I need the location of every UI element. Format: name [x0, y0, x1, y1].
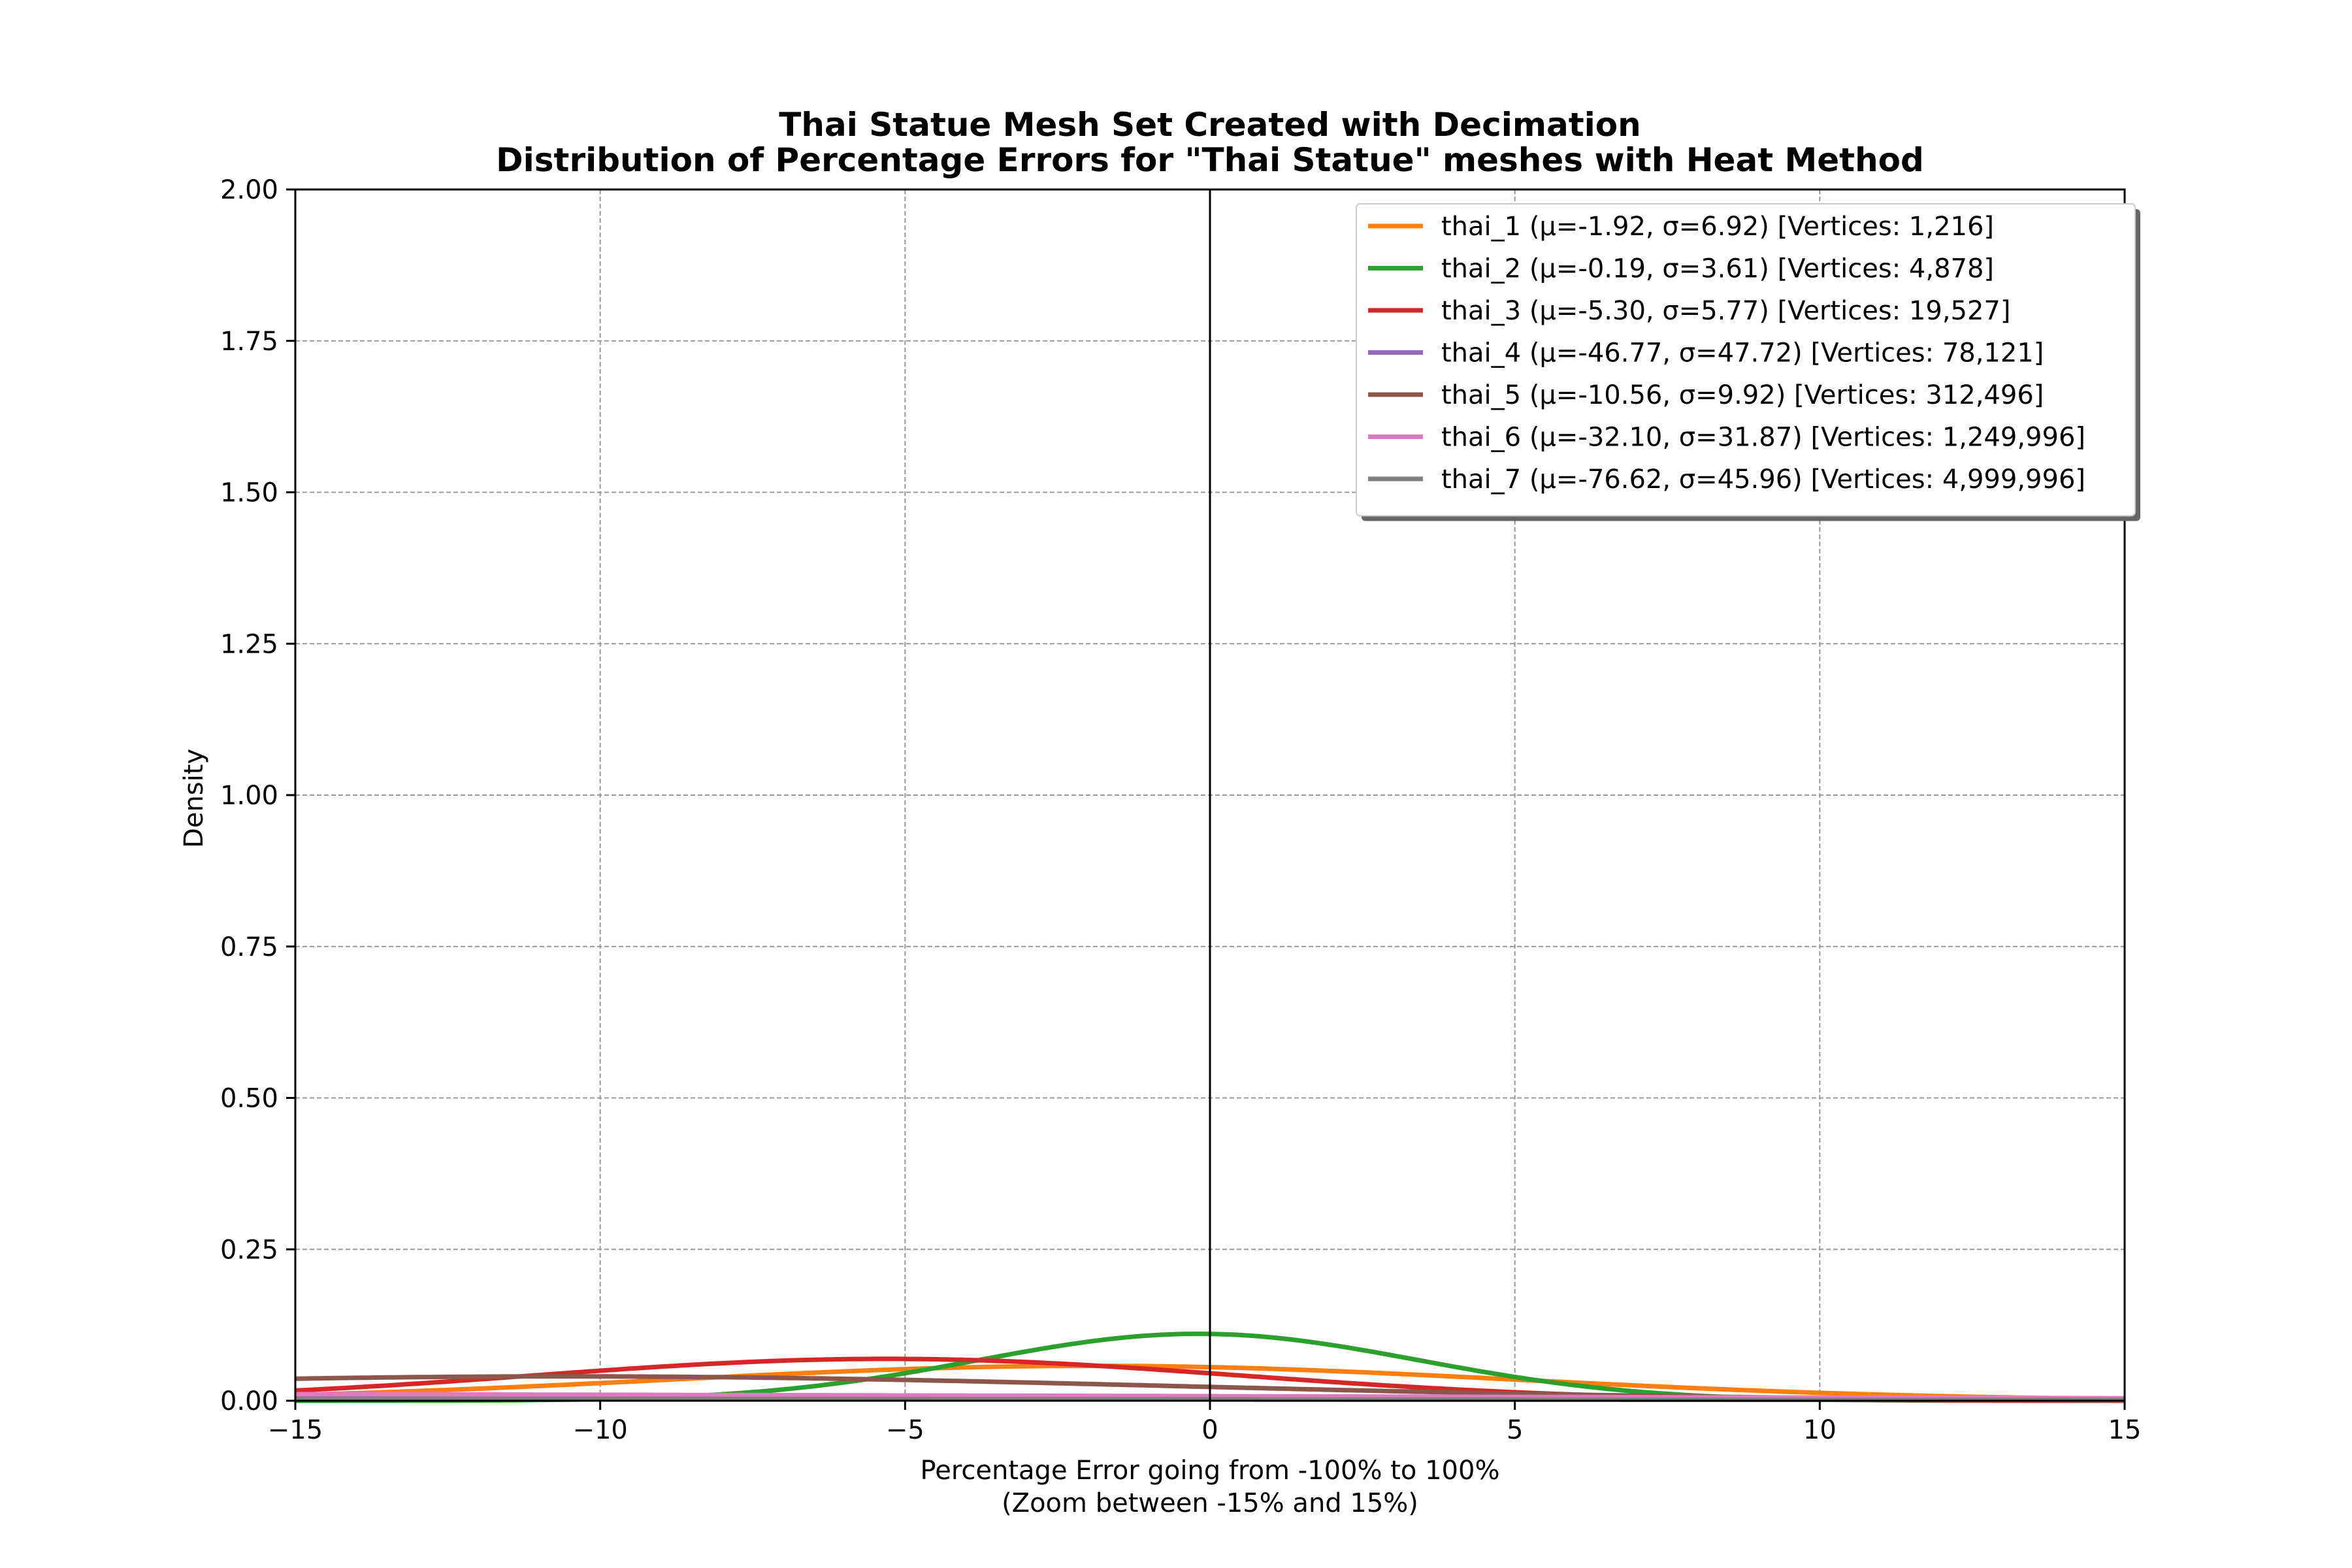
y-axis-label: Density: [179, 749, 209, 848]
y-tick-label: 0.25: [220, 1235, 278, 1265]
x-axis-label-note: (Zoom between -15% and 15%): [1002, 1488, 1418, 1518]
x-tick-label: 10: [1803, 1415, 1837, 1445]
legend-label-2: thai_2 (μ=-0.19, σ=3.61) [Vertices: 4,87…: [1441, 254, 1994, 284]
x-tick-label: 5: [1507, 1415, 1523, 1445]
x-axis-ticks: −15 −10 −5 0 5 10 15: [268, 1401, 2142, 1445]
x-tick-label: −5: [886, 1415, 924, 1445]
legend: thai_1 (μ=-1.92, σ=6.92) [Vertices: 1,21…: [1356, 203, 2140, 521]
x-tick-label: 0: [1201, 1415, 1218, 1445]
legend-label-4: thai_4 (μ=-46.77, σ=47.72) [Vertices: 78…: [1441, 338, 2044, 368]
y-tick-label: 0.00: [220, 1386, 278, 1416]
y-tick-label: 0.75: [220, 932, 278, 962]
legend-box: [1356, 203, 2136, 517]
x-tick-label: 15: [2108, 1415, 2142, 1445]
y-tick-label: 1.50: [220, 478, 278, 508]
plot-area: [294, 188, 2126, 1403]
y-tick-label: 2.00: [220, 175, 278, 205]
chart-title: Thai Statue Mesh Set Created with Decima…: [779, 106, 1641, 144]
x-axis-label: Percentage Error going from -100% to 100…: [921, 1456, 1500, 1486]
legend-label-1: thai_1 (μ=-1.92, σ=6.92) [Vertices: 1,21…: [1441, 212, 1994, 242]
y-axis-ticks: 0.00 0.25 0.50 0.75 1.00 1.25 1.50 1.75 2.00: [220, 175, 295, 1416]
legend-label-6: thai_6 (μ=-32.10, σ=31.87) [Vertices: 1,…: [1441, 423, 2085, 453]
x-tick-label: −15: [268, 1415, 323, 1445]
y-tick-label: 1.25: [220, 629, 278, 659]
legend-label-3: thai_3 (μ=-5.30, σ=5.77) [Vertices: 19,5…: [1441, 296, 2010, 326]
y-tick-label: 1.00: [220, 781, 278, 811]
legend-label-5: thai_5 (μ=-10.56, σ=9.92) [Vertices: 312…: [1441, 380, 2044, 410]
legend-label-7: thai_7 (μ=-76.62, σ=45.96) [Vertices: 4,…: [1441, 465, 2085, 495]
chart-subtitle: Distribution of Percentage Errors for "T…: [496, 141, 1924, 179]
y-tick-label: 1.75: [220, 327, 278, 357]
x-tick-label: −10: [572, 1415, 627, 1445]
y-tick-label: 0.50: [220, 1084, 278, 1114]
